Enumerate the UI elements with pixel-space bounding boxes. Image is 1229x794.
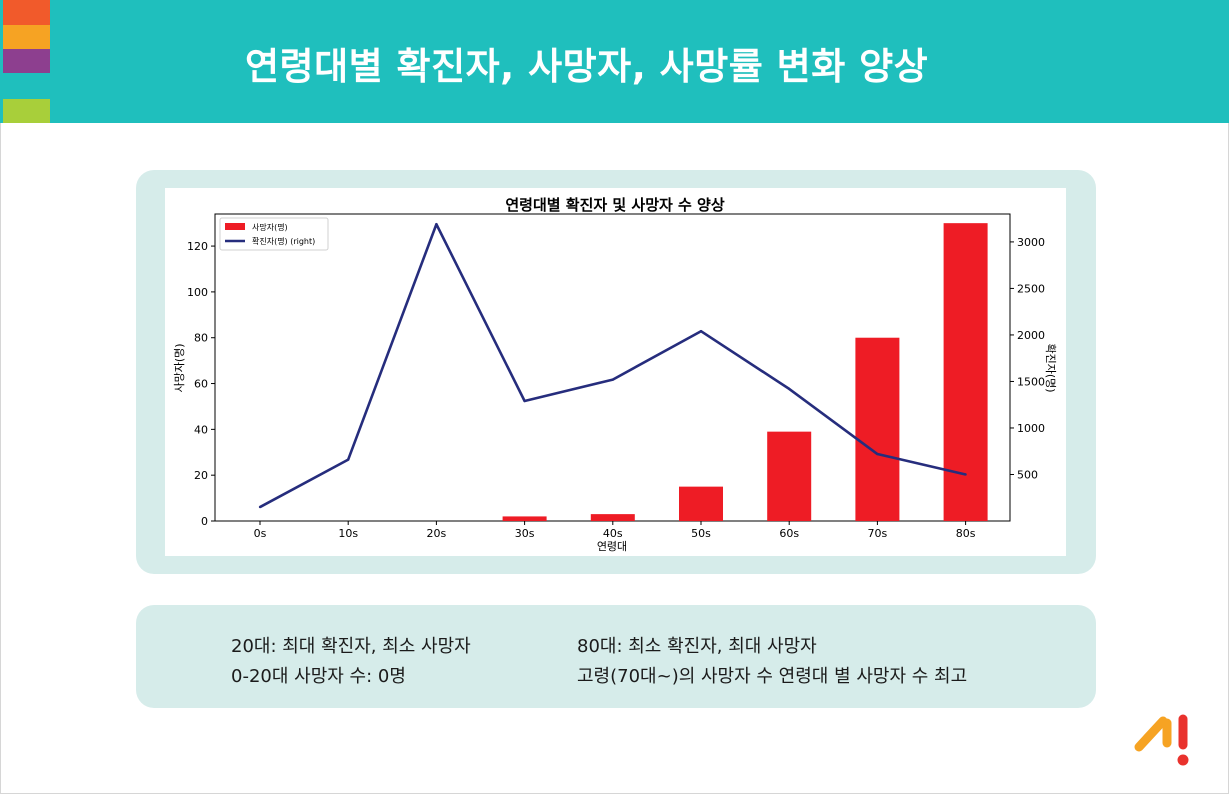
y-right-tick-label: 2500 (1017, 282, 1045, 295)
cases-point-80s (964, 473, 967, 476)
x-tick-label: 50s (691, 527, 711, 540)
y-right-tick-label: 3000 (1017, 236, 1045, 249)
age-group-chart: 연령대별 확진자 및 사망자 수 양상 0s 10s 20s 30s 40s 50s 60s… (173, 196, 1057, 553)
bar-60s (767, 431, 812, 521)
y-right-tick-label: 1000 (1017, 422, 1045, 435)
y-axis-label-right: 확진자(명) (1044, 343, 1057, 392)
accent-stripe-orange (3, 0, 50, 25)
note-left-line1: 20대: 최대 확진자, 최소 사망자 (231, 636, 471, 657)
bar-70s (855, 337, 900, 521)
y-tick-label: 120 (187, 240, 208, 253)
y-right-tick-label: 500 (1017, 468, 1038, 481)
x-tick-label: 80s (956, 527, 976, 540)
x-tick-label: 40s (603, 527, 623, 540)
y-tick-label: 100 (187, 286, 208, 299)
x-tick-label: 10s (338, 527, 358, 540)
chart-card: 연령대별 확진자 및 사망자 수 양상 0s 10s 20s 30s 40s 50s 60s… (165, 188, 1066, 556)
legend-frame (219, 217, 329, 251)
y-tick-label: 80 (194, 332, 208, 345)
cases-point-60s (788, 387, 791, 391)
accent-stripe-green (3, 99, 50, 123)
accent-stripe-yellow (3, 25, 50, 49)
bar-50s (679, 486, 723, 521)
cases-point-10s (347, 458, 350, 461)
chart-panel: 연령대별 확진자 및 사망자 수 양상 0s 10s 20s 30s 40s 50s 60s… (136, 170, 1096, 574)
chart-title: 연령대별 확진자 및 사망자 수 양상 (505, 196, 725, 214)
cases-point-70s (876, 452, 879, 456)
logo-slash-stroke (1134, 716, 1168, 752)
brand-logo-icon (1134, 714, 1189, 766)
legend-label-cases: 확진자(명) (right) (252, 236, 315, 246)
accent-stripe-purple (3, 49, 50, 73)
y-tick-label: 0 (201, 515, 208, 528)
x-tick-label: 0s (254, 527, 267, 540)
y-right-tick-label: 2000 (1017, 329, 1045, 342)
x-tick-label: 60s (779, 527, 799, 540)
note-right-line2: 고령(70대~)의 사망자 수 연령대 별 사망자 수 최고 (577, 666, 968, 687)
y-tick-label: 20 (194, 469, 208, 482)
y-right-tick-label: 1500 (1017, 375, 1045, 388)
x-tick-label: 20s (427, 527, 447, 540)
note-left-line2: 0-20대 사망자 수: 0명 (231, 666, 406, 687)
cases-point-40s (611, 378, 614, 381)
summary-notes-panel: 20대: 최대 확진자, 최소 사망자 0-20대 사망자 수: 0명 80대:… (136, 605, 1096, 708)
y-axis-label-left: 사망자(명) (173, 343, 186, 392)
cases-point-20s (435, 223, 438, 226)
logo-exclaim-dot (1177, 754, 1189, 766)
x-tick-label: 70s (868, 527, 888, 540)
x-tick-label: 30s (515, 527, 535, 540)
cases-point-50s (699, 330, 703, 333)
note-right-line1: 80대: 최소 확진자, 최대 사망자 (577, 636, 817, 657)
bar-80s (943, 223, 988, 521)
y-tick-label: 40 (194, 423, 208, 436)
cases-point-30s (523, 399, 526, 403)
chart-legend: 사망자(명) 확진자(명) (right) (219, 217, 329, 251)
bar-30s (502, 516, 547, 521)
x-axis-label: 연령대 (597, 540, 627, 553)
legend-swatch-deaths (225, 223, 245, 230)
legend-label-deaths: 사망자(명) (252, 222, 288, 232)
slide-header: 연령대별 확진자, 사망자, 사망률 변화 양상 (0, 0, 1229, 123)
y-tick-label: 60 (194, 378, 208, 391)
page-title: 연령대별 확진자, 사망자, 사망률 변화 양상 (245, 45, 929, 88)
bar-40s (590, 514, 635, 521)
cases-point-0s (258, 505, 262, 509)
